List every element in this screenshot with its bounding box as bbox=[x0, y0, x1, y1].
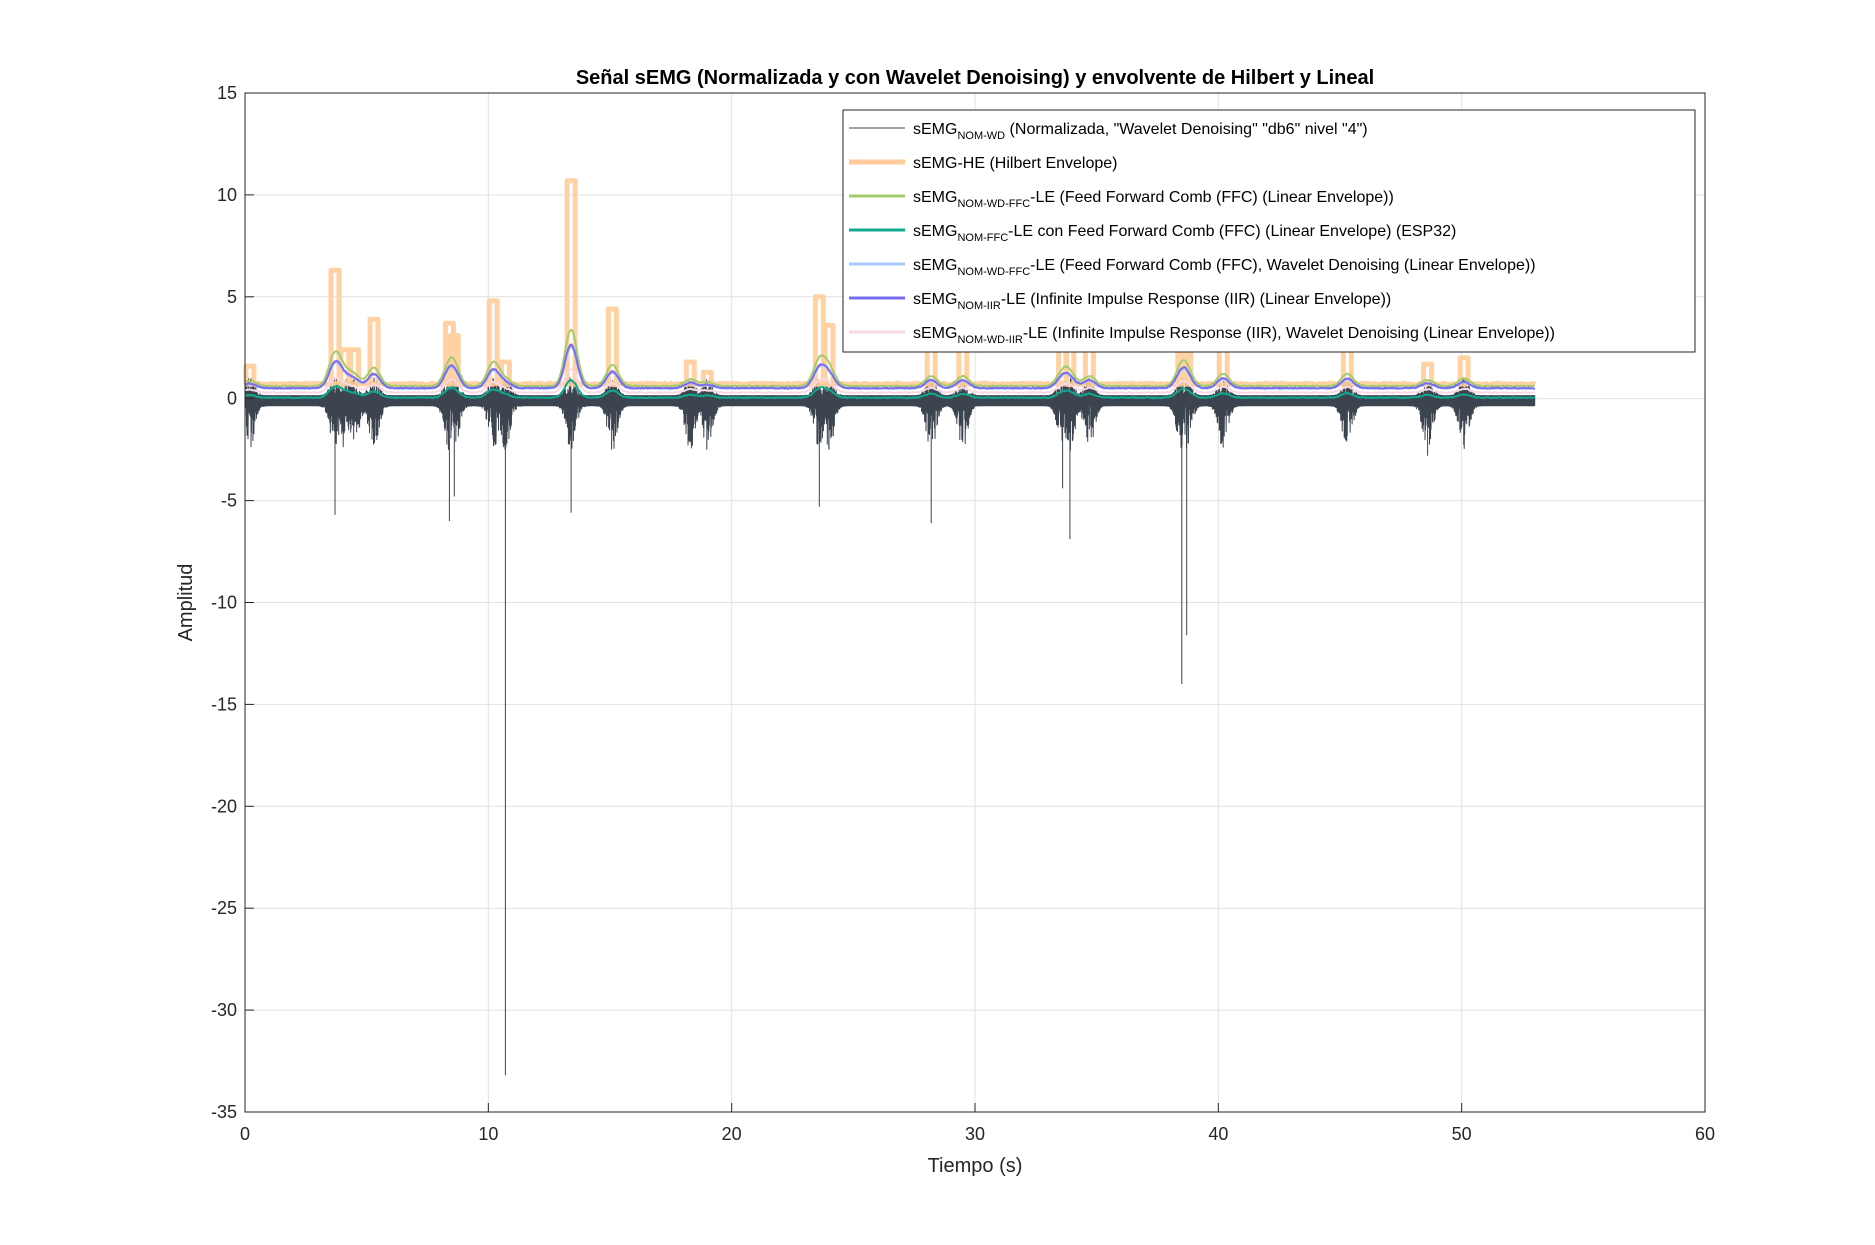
y-tick-label: 0 bbox=[227, 389, 237, 409]
y-tick-label: -15 bbox=[211, 694, 237, 714]
legend-entry: sEMG-HE (Hilbert Envelope) bbox=[913, 155, 1118, 172]
series-line-5 bbox=[244, 343, 1535, 390]
series-line-6 bbox=[244, 368, 1536, 395]
x-tick-label: 10 bbox=[478, 1124, 498, 1144]
chart-title: Señal sEMG (Normalizada y con Wavelet De… bbox=[576, 67, 1374, 89]
legend: sEMGNOM-WD (Normalizada, "Wavelet Denois… bbox=[842, 109, 1696, 353]
y-tick-label: 10 bbox=[217, 185, 237, 205]
x-tick-label: 20 bbox=[722, 1124, 742, 1144]
x-axis-label: Tiempo (s) bbox=[928, 1155, 1023, 1177]
legend-entry: sEMGNOM-WD-IIR-LE (Infinite Impulse Resp… bbox=[913, 325, 1555, 346]
y-tick-label: -10 bbox=[211, 593, 237, 613]
series-line-0 bbox=[244, 377, 1536, 1076]
y-axis: 15 10 5 0 -5 -10 -15 -20 -25 -30 -35 bbox=[211, 83, 254, 1122]
x-tick-label: 50 bbox=[1452, 1124, 1472, 1144]
series-line-2 bbox=[244, 328, 1535, 388]
legend-box bbox=[842, 109, 1696, 353]
y-tick-label: 5 bbox=[227, 287, 237, 307]
legend-entry: sEMGNOM-WD-FFC-LE (Feed Forward Comb (FF… bbox=[913, 189, 1394, 210]
series-line-3 bbox=[244, 379, 1536, 400]
y-tick-label: 15 bbox=[217, 83, 237, 103]
y-tick-label: -20 bbox=[211, 796, 237, 816]
y-axis-label: Amplitud bbox=[175, 564, 197, 642]
x-tick-label: 0 bbox=[240, 1124, 250, 1144]
y-tick-label: -30 bbox=[211, 1000, 237, 1020]
x-tick-label: 30 bbox=[965, 1124, 985, 1144]
x-tick-label: 40 bbox=[1208, 1124, 1228, 1144]
y-tick-label: -5 bbox=[221, 491, 237, 511]
y-tick-label: -25 bbox=[211, 898, 237, 918]
legend-entry: sEMGNOM-WD (Normalizada, "Wavelet Denois… bbox=[913, 121, 1368, 142]
x-tick-label: 60 bbox=[1695, 1124, 1715, 1144]
legend-entry: sEMGNOM-FFC-LE con Feed Forward Comb (FF… bbox=[913, 223, 1456, 244]
x-axis: 0 10 20 30 40 50 60 bbox=[240, 1103, 1715, 1144]
legend-entry: sEMGNOM-IIR-LE (Infinite Impulse Respons… bbox=[913, 291, 1391, 312]
legend-entry: sEMGNOM-WD-FFC-LE (Feed Forward Comb (FF… bbox=[913, 257, 1536, 278]
y-tick-label: -35 bbox=[211, 1102, 237, 1122]
